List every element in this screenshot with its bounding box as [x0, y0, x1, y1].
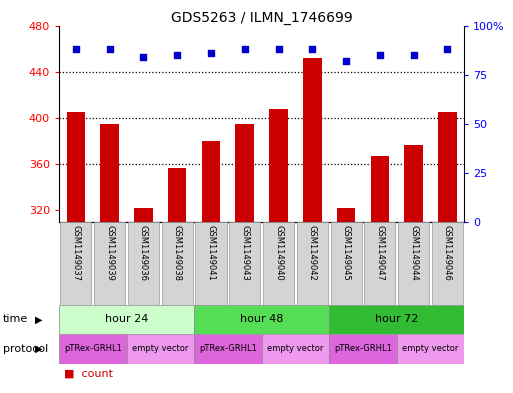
Bar: [432, 222, 463, 305]
Bar: [128, 222, 159, 305]
Text: ■  count: ■ count: [64, 368, 113, 378]
Bar: [229, 222, 260, 305]
Text: GSM1149046: GSM1149046: [443, 224, 452, 280]
Point: [308, 46, 317, 52]
Bar: [370, 156, 389, 222]
Bar: [194, 334, 262, 364]
Bar: [134, 208, 153, 222]
Bar: [162, 222, 193, 305]
Bar: [398, 222, 429, 305]
Text: GSM1149036: GSM1149036: [139, 224, 148, 281]
Bar: [269, 109, 288, 222]
Text: protocol: protocol: [3, 344, 48, 354]
Point: [443, 46, 451, 52]
Bar: [168, 168, 187, 222]
Bar: [59, 305, 194, 334]
Text: empty vector: empty vector: [267, 344, 324, 353]
Text: GSM1149039: GSM1149039: [105, 224, 114, 280]
Text: empty vector: empty vector: [132, 344, 188, 353]
Text: GSM1149040: GSM1149040: [274, 224, 283, 280]
Text: ▶: ▶: [35, 344, 43, 354]
Text: pTRex-GRHL1: pTRex-GRHL1: [64, 344, 122, 353]
Bar: [59, 334, 127, 364]
Point: [409, 52, 418, 58]
Text: GSM1149041: GSM1149041: [206, 224, 215, 280]
Point: [106, 46, 114, 52]
Bar: [101, 124, 119, 222]
Bar: [94, 222, 125, 305]
Text: GSM1149045: GSM1149045: [342, 224, 350, 280]
Bar: [194, 305, 329, 334]
Point: [173, 52, 181, 58]
Text: GSM1149044: GSM1149044: [409, 224, 418, 280]
Text: hour 72: hour 72: [375, 314, 419, 324]
Bar: [303, 58, 322, 222]
Point: [241, 46, 249, 52]
Bar: [329, 334, 397, 364]
Point: [274, 46, 283, 52]
Point: [140, 54, 148, 60]
Bar: [61, 222, 91, 305]
Text: GSM1149042: GSM1149042: [308, 224, 317, 280]
Point: [342, 58, 350, 64]
Point: [376, 52, 384, 58]
Bar: [127, 334, 194, 364]
Bar: [337, 208, 356, 222]
Bar: [263, 222, 294, 305]
Bar: [397, 334, 464, 364]
Bar: [330, 222, 362, 305]
Bar: [195, 222, 227, 305]
Bar: [438, 112, 457, 222]
Bar: [235, 124, 254, 222]
Text: GSM1149037: GSM1149037: [71, 224, 81, 281]
Text: GSM1149038: GSM1149038: [173, 224, 182, 281]
Bar: [329, 305, 464, 334]
Point: [207, 50, 215, 56]
Bar: [364, 222, 396, 305]
Text: pTRex-GRHL1: pTRex-GRHL1: [334, 344, 392, 353]
Text: ▶: ▶: [35, 314, 43, 324]
Text: hour 24: hour 24: [105, 314, 148, 324]
Point: [72, 46, 80, 52]
Bar: [404, 145, 423, 222]
Bar: [262, 334, 329, 364]
Title: GDS5263 / ILMN_1746699: GDS5263 / ILMN_1746699: [171, 11, 352, 24]
Text: pTRex-GRHL1: pTRex-GRHL1: [199, 344, 257, 353]
Bar: [297, 222, 328, 305]
Text: GSM1149047: GSM1149047: [376, 224, 384, 280]
Text: hour 48: hour 48: [240, 314, 283, 324]
Bar: [67, 112, 85, 222]
Text: time: time: [3, 314, 28, 324]
Text: GSM1149043: GSM1149043: [240, 224, 249, 280]
Bar: [202, 141, 220, 222]
Text: empty vector: empty vector: [402, 344, 459, 353]
